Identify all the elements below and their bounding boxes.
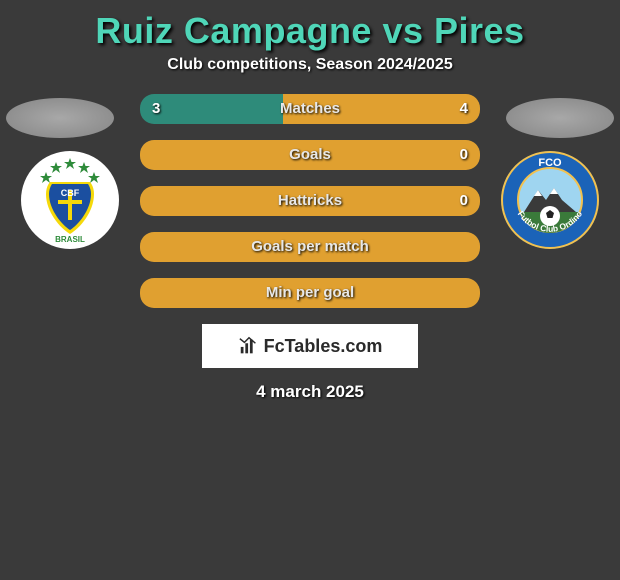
bar-chart-icon <box>238 335 260 357</box>
footer-date: 4 march 2025 <box>0 368 620 402</box>
stat-bar: Goals0 <box>140 140 480 170</box>
brand-text: FcTables.com <box>264 336 383 357</box>
page-subtitle: Club competitions, Season 2024/2025 <box>0 56 620 94</box>
crest-left-svg: CBF BRASIL <box>20 150 120 250</box>
crest-left-badge: CBF <box>61 188 80 198</box>
bar-label: Min per goal <box>140 278 480 308</box>
crest-right-top: FCO <box>538 157 562 169</box>
stat-bar: Min per goal <box>140 278 480 308</box>
stat-bar: Goals per match <box>140 232 480 262</box>
infographic-root: Ruiz Campagne vs Pires Club competitions… <box>0 0 620 402</box>
bar-label: Hattricks <box>140 186 480 216</box>
brand-box: FcTables.com <box>202 324 418 368</box>
crest-right: FCO Futbol Club Ordino <box>500 150 600 250</box>
bar-value-right: 0 <box>460 140 468 170</box>
bar-label: Matches <box>140 94 480 124</box>
shadow-ellipse-right <box>506 98 614 138</box>
bar-label: Goals per match <box>140 232 480 262</box>
bar-value-right: 4 <box>460 94 468 124</box>
bar-label: Goals <box>140 140 480 170</box>
crest-left-text: BRASIL <box>55 235 85 244</box>
crest-left: CBF BRASIL <box>20 150 120 250</box>
page-title: Ruiz Campagne vs Pires <box>0 4 620 56</box>
bar-value-left: 3 <box>152 94 160 124</box>
bar-value-right: 0 <box>460 186 468 216</box>
stat-bar: Matches3 4 <box>140 94 480 124</box>
comparison-area: CBF BRASIL FCO <box>0 94 620 308</box>
crest-right-svg: FCO Futbol Club Ordino <box>500 150 600 250</box>
stat-bar: Hattricks0 <box>140 186 480 216</box>
stat-bars: Matches34Goals0Hattricks0Goals per match… <box>140 94 480 308</box>
shadow-ellipse-left <box>6 98 114 138</box>
